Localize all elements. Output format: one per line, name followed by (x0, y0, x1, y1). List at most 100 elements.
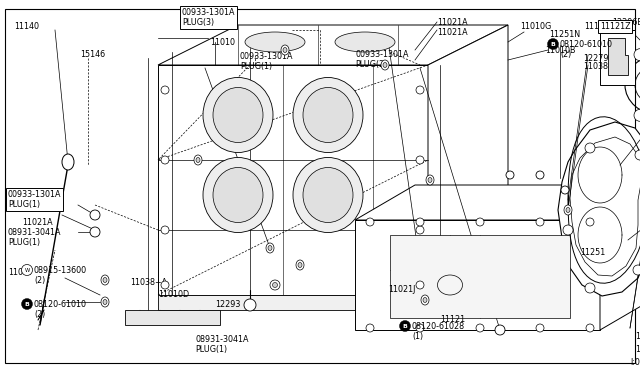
Polygon shape (125, 310, 220, 325)
Ellipse shape (383, 62, 387, 67)
Ellipse shape (283, 48, 287, 52)
Circle shape (416, 86, 424, 94)
Text: 08931-3041A
PLUG(1): 08931-3041A PLUG(1) (8, 228, 61, 247)
Circle shape (273, 282, 278, 288)
Text: 00933-1301A
PLUG(3): 00933-1301A PLUG(3) (182, 8, 236, 28)
Text: 11121: 11121 (440, 315, 465, 324)
Text: 11251N: 11251N (549, 30, 580, 39)
Ellipse shape (213, 87, 263, 142)
Circle shape (506, 171, 514, 179)
Polygon shape (158, 65, 428, 295)
Ellipse shape (303, 87, 353, 142)
Circle shape (90, 227, 100, 237)
Circle shape (270, 280, 280, 290)
Text: I:0008: I:0008 (630, 358, 640, 367)
Ellipse shape (103, 278, 107, 282)
Ellipse shape (428, 177, 432, 183)
Text: 11140: 11140 (14, 22, 39, 31)
Circle shape (90, 210, 100, 220)
Ellipse shape (281, 45, 289, 55)
Ellipse shape (103, 299, 107, 305)
Text: 08120-61010
(2): 08120-61010 (2) (560, 40, 613, 60)
Ellipse shape (381, 60, 389, 70)
Circle shape (416, 324, 424, 332)
Ellipse shape (62, 154, 74, 170)
Text: B: B (550, 42, 556, 46)
Circle shape (634, 49, 640, 61)
Polygon shape (355, 185, 640, 220)
Circle shape (634, 109, 640, 121)
Bar (600, 30, 635, 85)
Circle shape (22, 264, 33, 276)
Text: 11038+A: 11038+A (130, 278, 167, 287)
Text: 00933-1301A
PLUG(1): 00933-1301A PLUG(1) (240, 52, 294, 71)
Text: 11251: 11251 (580, 248, 605, 257)
Text: 11021J: 11021J (388, 285, 415, 294)
Ellipse shape (566, 208, 570, 212)
Circle shape (495, 325, 505, 335)
Ellipse shape (101, 275, 109, 285)
Circle shape (586, 324, 594, 332)
Circle shape (633, 265, 640, 275)
Circle shape (244, 299, 256, 311)
Ellipse shape (268, 246, 272, 250)
Text: 11047: 11047 (8, 268, 33, 277)
Text: 11021A: 11021A (437, 28, 468, 37)
Text: 11121Z: 11121Z (600, 22, 630, 31)
Text: 15146: 15146 (80, 50, 105, 59)
Text: 08120-61028
(1): 08120-61028 (1) (412, 322, 465, 341)
Text: 11010B: 11010B (545, 46, 575, 55)
Polygon shape (158, 25, 508, 65)
Text: 11021A: 11021A (22, 218, 52, 227)
Text: 00933-1301A
PLUG(2): 00933-1301A PLUG(2) (355, 50, 408, 70)
Ellipse shape (421, 295, 429, 305)
Circle shape (366, 324, 374, 332)
Circle shape (476, 218, 484, 226)
Ellipse shape (303, 167, 353, 222)
Circle shape (366, 218, 374, 226)
Text: W: W (24, 267, 29, 273)
Ellipse shape (266, 243, 274, 253)
Circle shape (22, 298, 33, 310)
Ellipse shape (298, 263, 302, 267)
Text: 11010: 11010 (210, 38, 235, 47)
Ellipse shape (296, 260, 304, 270)
Text: B: B (24, 301, 29, 307)
Polygon shape (355, 220, 600, 330)
Text: 12279: 12279 (583, 54, 609, 63)
Text: 00933-1301A
PLUG(1): 00933-1301A PLUG(1) (8, 190, 61, 209)
Circle shape (161, 86, 169, 94)
Polygon shape (390, 235, 570, 318)
Polygon shape (600, 185, 640, 330)
Circle shape (561, 186, 569, 194)
Ellipse shape (101, 297, 109, 307)
Text: 11038: 11038 (583, 62, 608, 71)
Ellipse shape (426, 175, 434, 185)
Ellipse shape (564, 205, 572, 215)
Circle shape (476, 324, 484, 332)
Text: 11021A: 11021A (437, 18, 468, 27)
Ellipse shape (196, 157, 200, 163)
Text: 12296E: 12296E (612, 18, 640, 27)
Circle shape (416, 226, 424, 234)
Text: 08915-13600
(2): 08915-13600 (2) (34, 266, 87, 285)
Ellipse shape (335, 32, 395, 52)
Circle shape (161, 226, 169, 234)
Circle shape (536, 324, 544, 332)
Text: 08931-3041A
PLUG(1): 08931-3041A PLUG(1) (195, 335, 248, 355)
Text: 08120-61010
(2): 08120-61010 (2) (34, 300, 87, 320)
Circle shape (586, 218, 594, 226)
Circle shape (585, 143, 595, 153)
Text: B: B (403, 324, 408, 328)
Text: 11128: 11128 (635, 345, 640, 354)
Text: 11010G: 11010G (520, 22, 551, 31)
Polygon shape (428, 25, 508, 295)
Text: 11121Z: 11121Z (584, 22, 615, 31)
Text: 11021A: 11021A (22, 200, 52, 209)
Ellipse shape (194, 155, 202, 165)
Ellipse shape (213, 167, 263, 222)
Circle shape (416, 218, 424, 226)
Ellipse shape (203, 77, 273, 153)
Polygon shape (608, 38, 628, 75)
Ellipse shape (293, 157, 363, 232)
